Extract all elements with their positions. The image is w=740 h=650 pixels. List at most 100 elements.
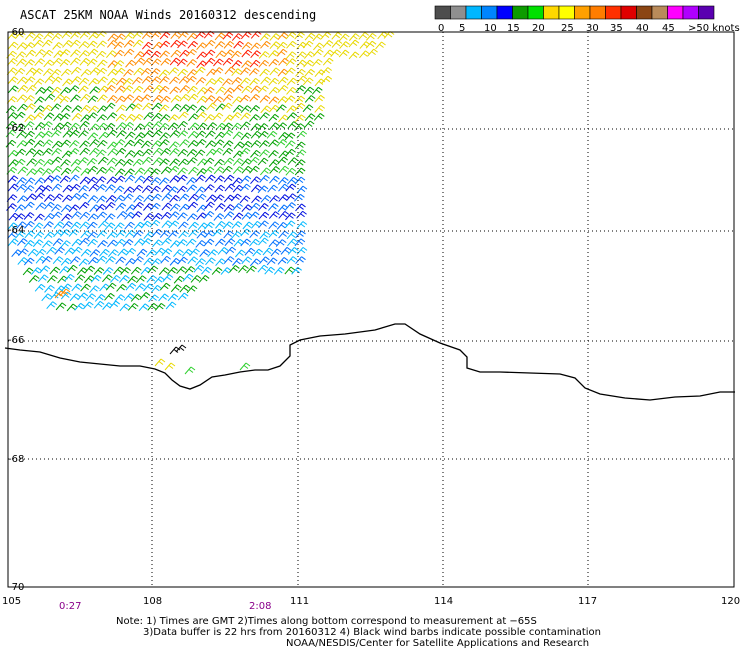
wind-barb [114,175,126,184]
wind-barb [131,103,143,111]
legend-label: 15 [507,23,520,34]
wind-barb [278,183,289,192]
wind-barb [60,204,72,213]
wind-barb [383,31,395,39]
wind-barb [178,31,189,40]
wind-barb [212,112,224,121]
wind-barb [16,177,27,185]
wind-barb [169,194,180,203]
wind-barb [232,166,244,175]
wind-barb [241,165,253,174]
wind-barb [114,158,126,167]
wind-barb [132,31,144,39]
wind-barb [295,68,306,77]
wind-barb [296,221,308,229]
wind-barb [275,239,287,247]
wind-barb [169,148,180,156]
wind-barb [173,249,184,257]
wind-barb [24,103,36,112]
legend-label: 0 [438,23,444,34]
wind-barb [113,41,125,50]
wind-barb [196,42,207,51]
wind-barb [269,67,281,76]
wind-barb [87,48,99,57]
wind-barb [177,40,188,49]
wind-barb [69,293,81,302]
wind-barb [195,105,207,114]
wind-barb [46,275,58,283]
wind-barb [78,157,89,165]
wind-barb [59,49,71,57]
wind-barb [34,122,46,130]
wind-barb [304,95,316,103]
wind-barb [123,32,135,40]
legend-label: 25 [561,23,574,34]
wind-barb [295,51,307,60]
wind-barb [96,184,107,192]
wind-barb [223,87,235,96]
wind-barb [286,105,297,113]
wind-barb [221,102,233,111]
wind-barb [133,194,144,203]
wind-barb [106,176,118,185]
lon-label: 108 [143,596,162,607]
wind-barb [32,239,44,248]
wind-barb [125,103,137,112]
wind-barb [257,123,269,131]
wind-barb [177,174,188,183]
wind-barb [204,221,215,230]
wind-barb [268,50,279,58]
wind-barb [23,121,35,129]
wind-barb [321,75,333,84]
wind-barb [195,186,206,195]
wind-barb [177,130,189,138]
wind-barb [222,57,234,66]
wind-barb [77,85,89,94]
wind-barb [248,156,260,165]
legend-label: 35 [610,23,623,34]
wind-barb [228,265,240,273]
wind-barb [185,238,197,247]
wind-barb [177,292,189,301]
wind-barb [161,220,173,229]
wind-barb [294,238,306,247]
wind-barb [5,139,17,148]
wind-barb [177,68,189,77]
wind-barb [51,32,63,41]
wind-barb [151,212,163,221]
wind-barb [16,42,28,50]
wind-barb [104,122,116,131]
wind-barb [331,40,343,48]
wind-barb [5,105,17,114]
wind-barb [348,39,360,48]
wind-barb [257,130,269,139]
wind-barb [33,231,45,240]
wind-barb [105,282,117,291]
wind-barb [115,113,127,122]
wind-barb [259,231,270,240]
wind-barb [206,122,218,130]
wind-barb [150,58,162,67]
wind-barb [187,85,198,94]
wind-barb [211,267,223,275]
wind-barb [241,85,253,94]
wind-barb [220,267,232,275]
wind-barb [302,40,314,49]
wind-barb [159,40,171,49]
wind-barb [169,175,181,184]
wind-barb [150,185,161,194]
wind-barb [134,167,146,176]
wind-barb [7,149,19,158]
wind-barb [154,358,166,367]
wind-barb [133,149,144,158]
wind-barb [212,67,224,75]
wind-barb [198,275,210,283]
legend-swatch [636,5,653,20]
wind-barb [113,49,125,58]
wind-barb [284,140,296,149]
latitude-axis: -60 -62 -64 -66 -68 -70 [8,27,24,593]
wind-barb [133,138,145,147]
footnote-line: 3)Data buffer is 22 hrs from 20160312 4)… [143,627,601,638]
wind-barb [145,249,157,258]
wind-barb [249,77,260,86]
